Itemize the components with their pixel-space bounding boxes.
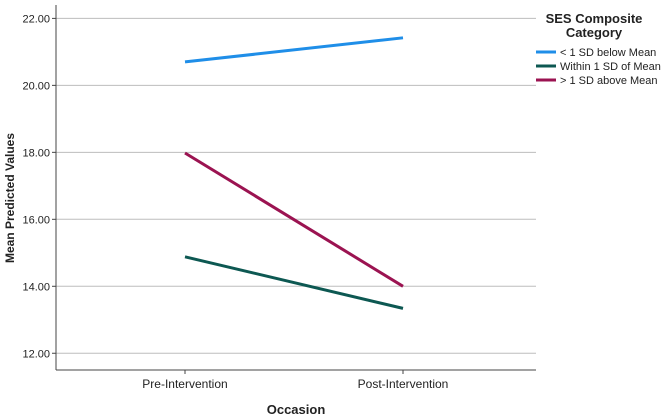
y-tick-label: 14.00 — [22, 281, 50, 293]
legend-label-3: > 1 SD above Mean — [560, 75, 658, 87]
x-tick-label: Pre-Intervention — [142, 377, 227, 391]
y-tick-label: 22.00 — [22, 13, 50, 25]
gridlines — [56, 17, 536, 354]
y-tick-label: 12.00 — [22, 348, 50, 360]
y-tick-label: 16.00 — [22, 214, 50, 226]
legend-label-2: Within 1 SD of Mean — [560, 61, 661, 73]
y-tick-label: 20.00 — [22, 80, 50, 92]
legend-title-line-2: Category — [566, 25, 623, 40]
legend: SES Composite Category < 1 SD below Mean… — [536, 11, 661, 87]
series-lines — [184, 36, 404, 310]
x-axis-title: Occasion — [267, 402, 326, 417]
legend-label-1: < 1 SD below Mean — [560, 47, 656, 59]
series-line-1 — [184, 36, 404, 64]
legend-items: < 1 SD below Mean Within 1 SD of Mean > 1 … — [536, 47, 661, 87]
legend-title-line-1: SES Composite — [546, 11, 643, 26]
y-axis-ticks: 12.00 14.00 16.00 18.00 20.00 22.00 — [22, 13, 56, 360]
y-axis-title: Mean Predicted Values — [3, 133, 17, 263]
x-axis-ticks: Pre-Intervention Post-Intervention — [142, 370, 448, 391]
series-line-2 — [184, 255, 404, 310]
series-line-3 — [184, 151, 404, 288]
y-tick-label: 18.00 — [22, 147, 50, 159]
x-tick-label: Post-Intervention — [358, 377, 449, 391]
